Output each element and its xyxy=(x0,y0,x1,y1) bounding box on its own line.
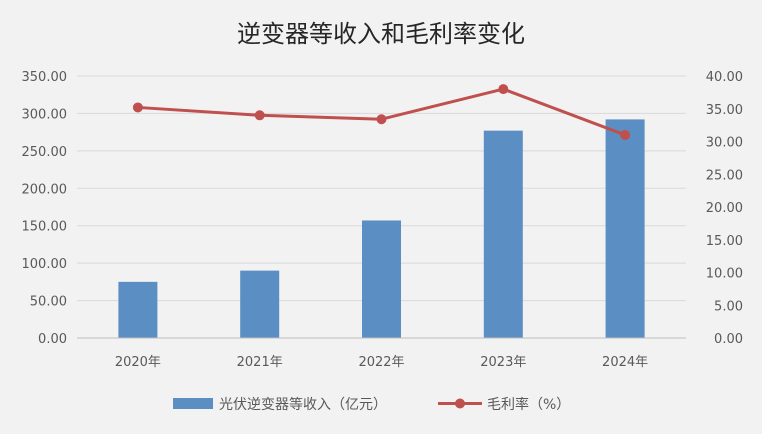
left-axis: 0.00 50.00 100.00 150.00 200.00 250.00 300.00 3… xyxy=(22,70,68,347)
x-axis: 2020年 2021年 2022年 2023年 2024年 xyxy=(77,337,686,370)
left-axis-tick-label: 150.00 xyxy=(22,220,68,235)
bar xyxy=(118,281,158,338)
bar xyxy=(240,270,280,338)
left-axis-tick-label: 350.00 xyxy=(22,70,68,85)
legend: 光伏逆变器等收入（亿元） 毛利率（%） xyxy=(173,396,570,413)
left-axis-tick-label: 0.00 xyxy=(38,332,67,347)
legend-line-marker xyxy=(455,398,465,409)
x-axis-tick-label: 2021年 xyxy=(237,355,283,370)
line-point xyxy=(254,110,265,121)
right-axis-tick-label: 40.00 xyxy=(706,70,743,85)
right-axis-tick-label: 20.00 xyxy=(706,201,743,216)
line-point xyxy=(620,129,631,140)
left-axis-tick-label: 200.00 xyxy=(22,182,68,197)
right-axis-tick-label: 15.00 xyxy=(706,234,743,249)
legend-bar-swatch xyxy=(173,398,213,409)
line-point xyxy=(376,114,387,125)
bar-series xyxy=(118,119,645,338)
bar xyxy=(362,220,401,338)
x-axis-tick-label: 2023年 xyxy=(480,355,526,370)
legend-bar-label: 光伏逆变器等收入（亿元） xyxy=(219,396,387,413)
left-axis-tick-label: 50.00 xyxy=(30,295,67,310)
right-axis-tick-label: 35.00 xyxy=(706,103,743,118)
line-series xyxy=(132,84,631,140)
chart-title: 逆变器等收入和毛利率变化 xyxy=(237,20,525,48)
left-axis-tick-label: 300.00 xyxy=(22,107,68,122)
right-axis-tick-label: 25.00 xyxy=(706,168,743,183)
right-axis-tick-label: 5.00 xyxy=(714,299,743,314)
left-axis-tick-label: 250.00 xyxy=(22,145,68,160)
left-axis-tick-label: 100.00 xyxy=(22,257,68,272)
right-axis: 0.00 5.00 10.00 15.00 20.00 25.00 30.00 35.00 40… xyxy=(706,70,743,347)
legend-line-label: 毛利率（%） xyxy=(487,396,570,413)
x-axis-tick-label: 2024年 xyxy=(602,355,648,370)
x-axis-tick-label: 2022年 xyxy=(358,355,404,370)
line-point xyxy=(132,102,143,113)
bar xyxy=(483,130,523,338)
x-axis-tick-label: 2020年 xyxy=(115,355,161,370)
right-axis-tick-label: 30.00 xyxy=(706,136,743,151)
right-axis-tick-label: 0.00 xyxy=(714,332,743,347)
line-point xyxy=(498,84,509,95)
right-axis-tick-label: 10.00 xyxy=(706,267,743,282)
bar xyxy=(605,119,645,338)
